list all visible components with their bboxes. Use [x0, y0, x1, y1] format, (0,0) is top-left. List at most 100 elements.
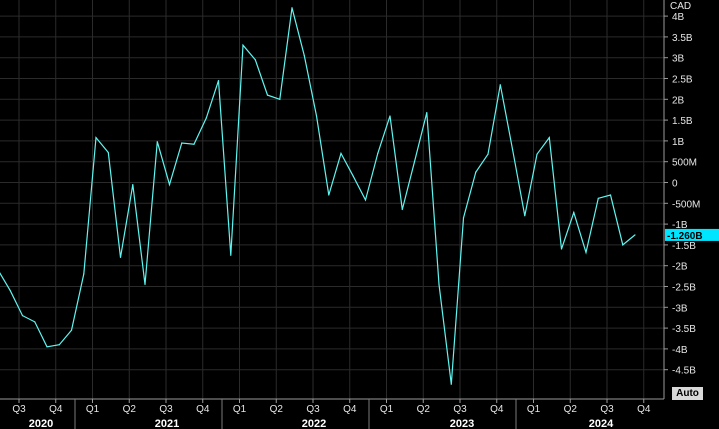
x-tick-label: Q3 [12, 404, 26, 415]
data-point [193, 143, 195, 145]
data-point [328, 194, 330, 196]
data-point [83, 273, 85, 275]
y-tick-label: 4B [672, 12, 685, 23]
y-tick-label: 2.5B [672, 75, 693, 86]
data-point [9, 290, 11, 292]
data-point [144, 283, 146, 286]
data-point [524, 215, 526, 217]
x-axis: Q3 Q4 Q1 Q2 Q3 Q4 Q1 Q2 Q3 Q4 Q1 Q2 Q3 Q4 Q1 Q2 Q3 Q4 2020… [0, 398, 664, 429]
year-label: 2020 [29, 418, 53, 429]
data-point [548, 136, 550, 139]
year-label: 2021 [155, 418, 179, 429]
data-point [340, 152, 342, 154]
data-point [634, 234, 636, 236]
x-tick-label: Q3 [453, 404, 467, 415]
data-point [401, 208, 403, 211]
x-tick-label: Q2 [564, 404, 578, 415]
data-point [119, 256, 122, 258]
y-tick-label: -1.5B [672, 241, 696, 252]
x-tick-label: Q1 [233, 404, 247, 415]
data-point [132, 183, 134, 186]
data-point [95, 136, 97, 139]
data-point [315, 115, 318, 117]
data-point [499, 84, 501, 86]
data-point [303, 55, 305, 57]
x-tick-label: Q1 [86, 404, 100, 415]
data-point [168, 183, 171, 186]
data-point [426, 112, 428, 114]
y-tick-label: 3B [672, 54, 685, 65]
data-point [450, 383, 452, 385]
data-point [205, 117, 207, 119]
x-tick-label: Q1 [380, 404, 394, 415]
y-tick-label: -500M [672, 199, 700, 210]
y-tick-label: 1.5B [672, 116, 693, 127]
data-point [609, 194, 612, 196]
y-tick-label: -2.5B [672, 283, 696, 294]
y-tick-label: -3.5B [672, 324, 696, 335]
x-tick-label: Q3 [600, 404, 614, 415]
data-point [46, 346, 48, 348]
y-tick-label: 2B [672, 95, 685, 106]
data-point [266, 94, 269, 96]
grid [0, 0, 664, 399]
data-point [475, 171, 477, 173]
data-point [487, 153, 489, 155]
x-tick-label: Q4 [196, 404, 210, 415]
data-point [279, 98, 281, 100]
year-label: 2023 [450, 418, 474, 429]
data-point [291, 7, 293, 9]
data-point [230, 254, 232, 256]
x-tick-label: Q3 [306, 404, 320, 415]
y-axis: 4B 3.5B 3B 2.5B 2B 1.5B 1B 500M 0 -500M -1B -1.5B -2… [663, 0, 719, 399]
data-point [462, 217, 465, 219]
data-point [181, 142, 183, 144]
unit-label: CAD [670, 1, 691, 12]
series-layer [0, 7, 636, 385]
data-point [254, 59, 256, 61]
y-tick-label: -1B [672, 220, 688, 231]
data-point [364, 199, 367, 201]
y-tick-label: -4B [672, 345, 688, 356]
year-label: 2022 [302, 418, 326, 429]
x-tick-label: Q4 [490, 404, 504, 415]
y-tick-label: -3B [672, 303, 688, 314]
data-point [622, 244, 624, 246]
last-value-label: -1.260B [667, 231, 703, 242]
data-point [70, 329, 73, 331]
data-point [21, 315, 24, 317]
x-tick-label: Q4 [637, 404, 651, 415]
data-point [413, 161, 416, 163]
last-value-badge [665, 228, 719, 241]
auto-scale-button[interactable]: Auto [672, 387, 703, 400]
x-tick-label: Q1 [527, 404, 541, 415]
data-point [511, 148, 514, 150]
x-tick-label: Q4 [49, 404, 63, 415]
x-tick-label: Q2 [417, 404, 431, 415]
x-tick-label: Q2 [123, 404, 137, 415]
data-point [560, 248, 563, 250]
y-tick-label: 1B [672, 137, 685, 148]
x-tick-label: Q4 [343, 404, 357, 415]
data-point [536, 153, 538, 155]
data-point [242, 44, 244, 46]
data-point [217, 79, 220, 82]
data-point [389, 115, 391, 117]
data-point [585, 251, 587, 253]
data-point [58, 344, 60, 346]
data-point [597, 197, 599, 199]
y-tick-label: 3.5B [672, 33, 693, 44]
x-tick-label: Q3 [159, 404, 173, 415]
data-point [156, 141, 158, 143]
data-point [107, 151, 109, 154]
y-tick-label: -2B [672, 262, 688, 273]
data-point [352, 175, 354, 177]
data-point [377, 152, 379, 154]
x-tick-label: Q2 [270, 404, 284, 415]
y-tick-label: -4.5B [672, 366, 696, 377]
data-point [438, 283, 440, 286]
y-tick-label: 500M [672, 158, 697, 169]
year-label: 2024 [589, 418, 614, 429]
